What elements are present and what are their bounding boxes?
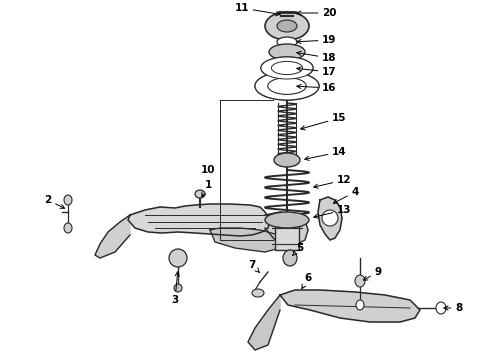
Text: 15: 15 — [301, 113, 346, 130]
Ellipse shape — [195, 190, 205, 198]
Text: 4: 4 — [333, 187, 359, 203]
Text: 10: 10 — [201, 165, 215, 175]
Bar — [275, 225, 299, 250]
Ellipse shape — [274, 153, 300, 167]
Text: 11: 11 — [235, 3, 280, 16]
Text: 16: 16 — [297, 83, 337, 93]
Text: 1: 1 — [202, 180, 212, 197]
Polygon shape — [210, 228, 285, 252]
Polygon shape — [318, 197, 342, 240]
Ellipse shape — [355, 275, 365, 287]
Text: 17: 17 — [297, 67, 337, 77]
Ellipse shape — [265, 12, 309, 40]
Text: 6: 6 — [302, 273, 312, 289]
Text: 18: 18 — [297, 51, 337, 63]
Ellipse shape — [64, 223, 72, 233]
Text: 14: 14 — [305, 147, 346, 161]
Ellipse shape — [356, 300, 364, 310]
Ellipse shape — [277, 37, 297, 47]
Ellipse shape — [261, 57, 313, 79]
Ellipse shape — [265, 212, 309, 228]
Ellipse shape — [322, 210, 338, 226]
Text: 8: 8 — [444, 303, 462, 313]
Ellipse shape — [283, 250, 297, 266]
Text: 13: 13 — [314, 205, 351, 218]
Ellipse shape — [174, 284, 182, 292]
Ellipse shape — [252, 289, 264, 297]
Ellipse shape — [255, 72, 319, 100]
Ellipse shape — [261, 57, 313, 79]
Ellipse shape — [269, 44, 305, 60]
Ellipse shape — [169, 249, 187, 267]
Text: 2: 2 — [45, 195, 65, 208]
Text: 20: 20 — [297, 8, 337, 18]
Ellipse shape — [268, 78, 306, 94]
Text: 3: 3 — [172, 272, 179, 305]
Ellipse shape — [277, 20, 297, 32]
Polygon shape — [280, 290, 420, 322]
Polygon shape — [265, 212, 308, 245]
Polygon shape — [128, 204, 270, 236]
Text: 19: 19 — [297, 35, 336, 45]
Ellipse shape — [271, 62, 303, 75]
Ellipse shape — [436, 302, 446, 314]
Ellipse shape — [64, 195, 72, 205]
Text: 12: 12 — [314, 175, 351, 188]
Text: 9: 9 — [364, 267, 382, 280]
Text: 5: 5 — [293, 243, 304, 256]
Text: 7: 7 — [248, 260, 260, 273]
Polygon shape — [95, 215, 130, 258]
Ellipse shape — [255, 72, 319, 100]
Polygon shape — [248, 295, 280, 350]
